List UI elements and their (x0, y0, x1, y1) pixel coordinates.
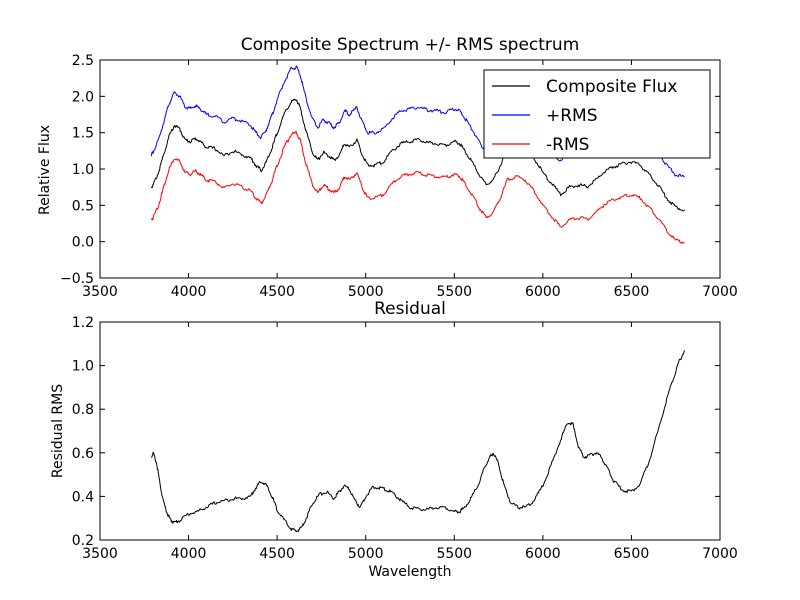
legend-label-minus-rms: -RMS (546, 135, 589, 155)
residual-ytick-label: 0.4 (72, 489, 94, 505)
residual-ytick-label: 0.6 (72, 446, 94, 462)
spectrum-ytick-label: −0.5 (60, 271, 94, 287)
residual-ytick-label: 0.2 (72, 533, 94, 549)
residual-ylabel: Residual RMS (50, 384, 66, 478)
residual-xtick-label: 5000 (348, 546, 384, 562)
spectrum-xtick-label: 5500 (436, 284, 472, 300)
spectrum-ytick-label: 2.5 (72, 53, 94, 69)
residual-ytick-label: 0.8 (72, 402, 94, 418)
legend-box (483, 69, 711, 159)
spectrum-xtick-label: 4000 (171, 284, 207, 300)
residual-series-residual (150, 350, 686, 533)
residual-xtick-label: 4000 (171, 546, 207, 562)
residual-xtick-label: 6000 (525, 546, 561, 562)
residual-axes-frame (99, 321, 721, 541)
spectrum-xtick-label: 4500 (259, 284, 295, 300)
legend-label-plus-rms: +RMS (546, 106, 598, 126)
residual-xtick-label: 4500 (259, 546, 295, 562)
spectrum-title: Composite Spectrum +/- RMS spectrum (241, 35, 580, 55)
spectrum-panel: Composite Spectrum +/- RMS spectrum Rela… (37, 35, 738, 300)
residual-ticks: 3500 4000 4500 5000 5500 6000 6500 7000 0.2 0.4 0.… (72, 315, 738, 562)
residual-xtick-label: 7000 (702, 546, 738, 562)
spectrum-series-minus-rms (150, 130, 685, 244)
residual-ytick-label: 1.2 (72, 315, 94, 331)
spectrum-ytick-label: 1.0 (72, 162, 94, 178)
residual-lines (150, 350, 686, 533)
legend-label-composite-flux: Composite Flux (546, 77, 677, 97)
spectrum-ytick-label: 0.0 (72, 235, 94, 251)
residual-xlabel: Wavelength (368, 564, 451, 580)
spectrum-ytick-label: 1.5 (72, 126, 94, 142)
residual-title: Residual (374, 299, 446, 319)
residual-xtick-label: 5500 (436, 546, 472, 562)
spectrum-series-composite-flux (150, 98, 685, 212)
spectrum-ticks: 3500 4000 4500 5000 5500 6000 6500 7000 −0.5 0.0 0… (60, 53, 738, 300)
residual-ytick-label: 1.0 (72, 359, 94, 375)
spectrum-ytick-label: 0.5 (72, 198, 94, 214)
spectrum-xtick-label: 6500 (614, 284, 650, 300)
residual-xtick-label: 6500 (614, 546, 650, 562)
spectrum-ytick-label: 2.0 (72, 89, 94, 105)
legend: Composite Flux +RMS -RMS (483, 69, 711, 159)
spectrum-axes-frame (99, 59, 721, 279)
residual-xtick-label: 3500 (82, 546, 118, 562)
spectrum-xtick-label: 5000 (348, 284, 384, 300)
spectrum-xtick-label: 7000 (702, 284, 738, 300)
spectrum-xtick-label: 3500 (82, 284, 118, 300)
residual-panel: Residual Residual RMS Wavelength 3500 400… (50, 299, 738, 580)
spectrum-ylabel: Relative Flux (37, 125, 53, 215)
spectrum-xtick-label: 6000 (525, 284, 561, 300)
